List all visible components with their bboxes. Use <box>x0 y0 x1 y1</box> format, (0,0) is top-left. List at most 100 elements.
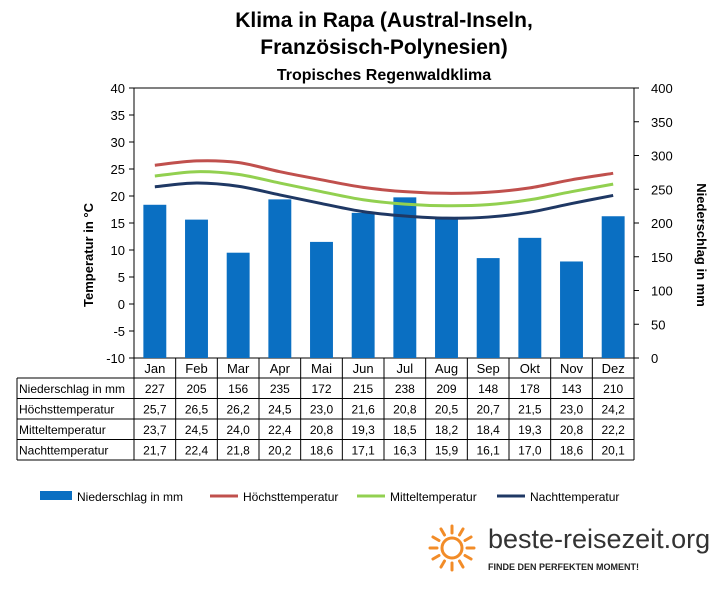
table-cell: 24,5 <box>185 423 209 437</box>
precipitation-bar <box>185 219 208 358</box>
legend-label: Mitteltemperatur <box>390 490 477 504</box>
table-cell: 21,8 <box>226 444 250 458</box>
y-axis-right-title: Niederschlag in mm <box>694 183 709 307</box>
sun-ray <box>458 559 465 569</box>
y-right-tick-label: 200 <box>651 216 673 231</box>
legend-label: Nachttemperatur <box>530 490 619 504</box>
chart-subtitle: Tropisches Regenwaldklima <box>277 67 491 84</box>
y-right-tick-label: 150 <box>651 250 673 265</box>
table-cell: 18,4 <box>476 423 500 437</box>
x-tick-label: Sep <box>477 361 500 376</box>
y-left-tick-label: 15 <box>111 216 125 231</box>
y-left-tick-label: 0 <box>118 297 125 312</box>
table-row-header: Mitteltemperatur <box>19 423 106 437</box>
x-tick-label: Jun <box>353 361 374 376</box>
brand-tagline: FINDE DEN PERFEKTEN MOMENT! <box>488 562 639 572</box>
y-right-tick-label: 350 <box>651 115 673 130</box>
y-right-tick-label: 250 <box>651 182 673 197</box>
table-cell: 156 <box>228 382 248 396</box>
y-left-tick-label: 30 <box>111 135 125 150</box>
table-cell: 20,8 <box>310 423 334 437</box>
precipitation-bar <box>601 216 625 358</box>
precipitation-bar <box>268 199 292 358</box>
x-tick-label: Apr <box>270 361 291 376</box>
table-cell: 23,7 <box>143 423 167 437</box>
table-cell: 148 <box>478 382 498 396</box>
y-right-tick-label: 400 <box>651 81 673 96</box>
y-right-tick-label: 100 <box>651 284 673 299</box>
sun-ray <box>439 527 446 537</box>
sun-ray <box>431 554 441 561</box>
sun-ray <box>463 554 473 561</box>
table-cell: 215 <box>353 382 373 396</box>
table-cell: 20,2 <box>268 444 292 458</box>
y-axis-left-title: Temperatur in °C <box>81 202 96 307</box>
table-cell: 20,5 <box>435 403 459 417</box>
table-cell: 21,6 <box>351 403 375 417</box>
table-cell: 21,5 <box>518 403 542 417</box>
y-left-tick-label: 25 <box>111 162 125 177</box>
table-cell: 15,9 <box>435 444 459 458</box>
table-cell: 26,2 <box>226 403 250 417</box>
table-row-header: Höchsttemperatur <box>19 403 114 417</box>
table-cell: 20,8 <box>560 423 584 437</box>
precipitation-bar <box>226 252 250 358</box>
precipitation-bar <box>560 261 583 358</box>
table-cell: 205 <box>186 382 206 396</box>
y-right-tick-label: 0 <box>651 351 658 366</box>
y-left-tick-label: -10 <box>106 351 125 366</box>
table-cell: 209 <box>436 382 456 396</box>
table-cell: 18,6 <box>310 444 334 458</box>
table-cell: 24,5 <box>268 403 292 417</box>
x-tick-label: Jul <box>397 361 414 376</box>
y-left-tick-label: 5 <box>118 270 125 285</box>
table-cell: 235 <box>270 382 290 396</box>
table-cell: 210 <box>603 382 623 396</box>
table-cell: 23,0 <box>310 403 334 417</box>
x-tick-label: Mai <box>311 361 332 376</box>
y-left-tick-label: 35 <box>111 108 125 123</box>
table-cell: 26,5 <box>185 403 209 417</box>
sun-ray <box>463 535 473 542</box>
mean-temp-line <box>154 170 614 208</box>
precipitation-bar <box>435 216 458 358</box>
table-cell: 19,3 <box>518 423 542 437</box>
chart-title-line2: Französisch-Polynesien) <box>260 36 507 59</box>
table-row-header: Niederschlag in mm <box>19 382 125 396</box>
table-cell: 172 <box>311 382 331 396</box>
table-cell: 20,8 <box>393 403 417 417</box>
data-table: Jan Feb Mar Apr Mai Jun Jul Aug Sep Okt Nov Dez Nied… <box>16 358 635 461</box>
plot-area: -10-505101520253035400501001502002503003… <box>106 81 673 366</box>
x-tick-label: Mar <box>227 361 250 376</box>
sun-ray <box>458 527 465 537</box>
table-cell: 16,1 <box>476 444 500 458</box>
precipitation-bar <box>351 212 375 358</box>
chart-title-line1: Klima in Rapa (Austral-Inseln, <box>235 9 533 32</box>
x-tick-label: Nov <box>560 361 584 376</box>
table-row-header: Nachttemperatur <box>19 444 108 458</box>
table-cell: 238 <box>395 382 415 396</box>
legend-label: Höchsttemperatur <box>243 490 338 504</box>
x-tick-label: Okt <box>520 361 541 376</box>
y-right-tick-label: 300 <box>651 149 673 164</box>
table-cell: 23,0 <box>560 403 584 417</box>
sun-ray <box>439 559 446 569</box>
table-cell: 22,2 <box>601 423 625 437</box>
precipitation-bar <box>518 237 542 358</box>
max-temp-line <box>154 159 614 195</box>
x-tick-label: Jan <box>144 361 165 376</box>
table-cell: 143 <box>561 382 581 396</box>
x-tick-label: Feb <box>185 361 207 376</box>
table-cell: 20,7 <box>476 403 500 417</box>
sun-core <box>440 536 464 560</box>
table-cell: 20,1 <box>601 444 625 458</box>
y-left-tick-label: 40 <box>111 81 125 96</box>
y-right-tick-label: 50 <box>651 317 665 332</box>
table-cell: 22,4 <box>185 444 209 458</box>
table-cell: 24,0 <box>226 423 250 437</box>
precipitation-bar <box>393 197 417 358</box>
legend-label: Niederschlag in mm <box>77 490 183 504</box>
brand-name: beste-reisezeit.org <box>488 524 710 554</box>
night-temp-line <box>154 181 614 220</box>
